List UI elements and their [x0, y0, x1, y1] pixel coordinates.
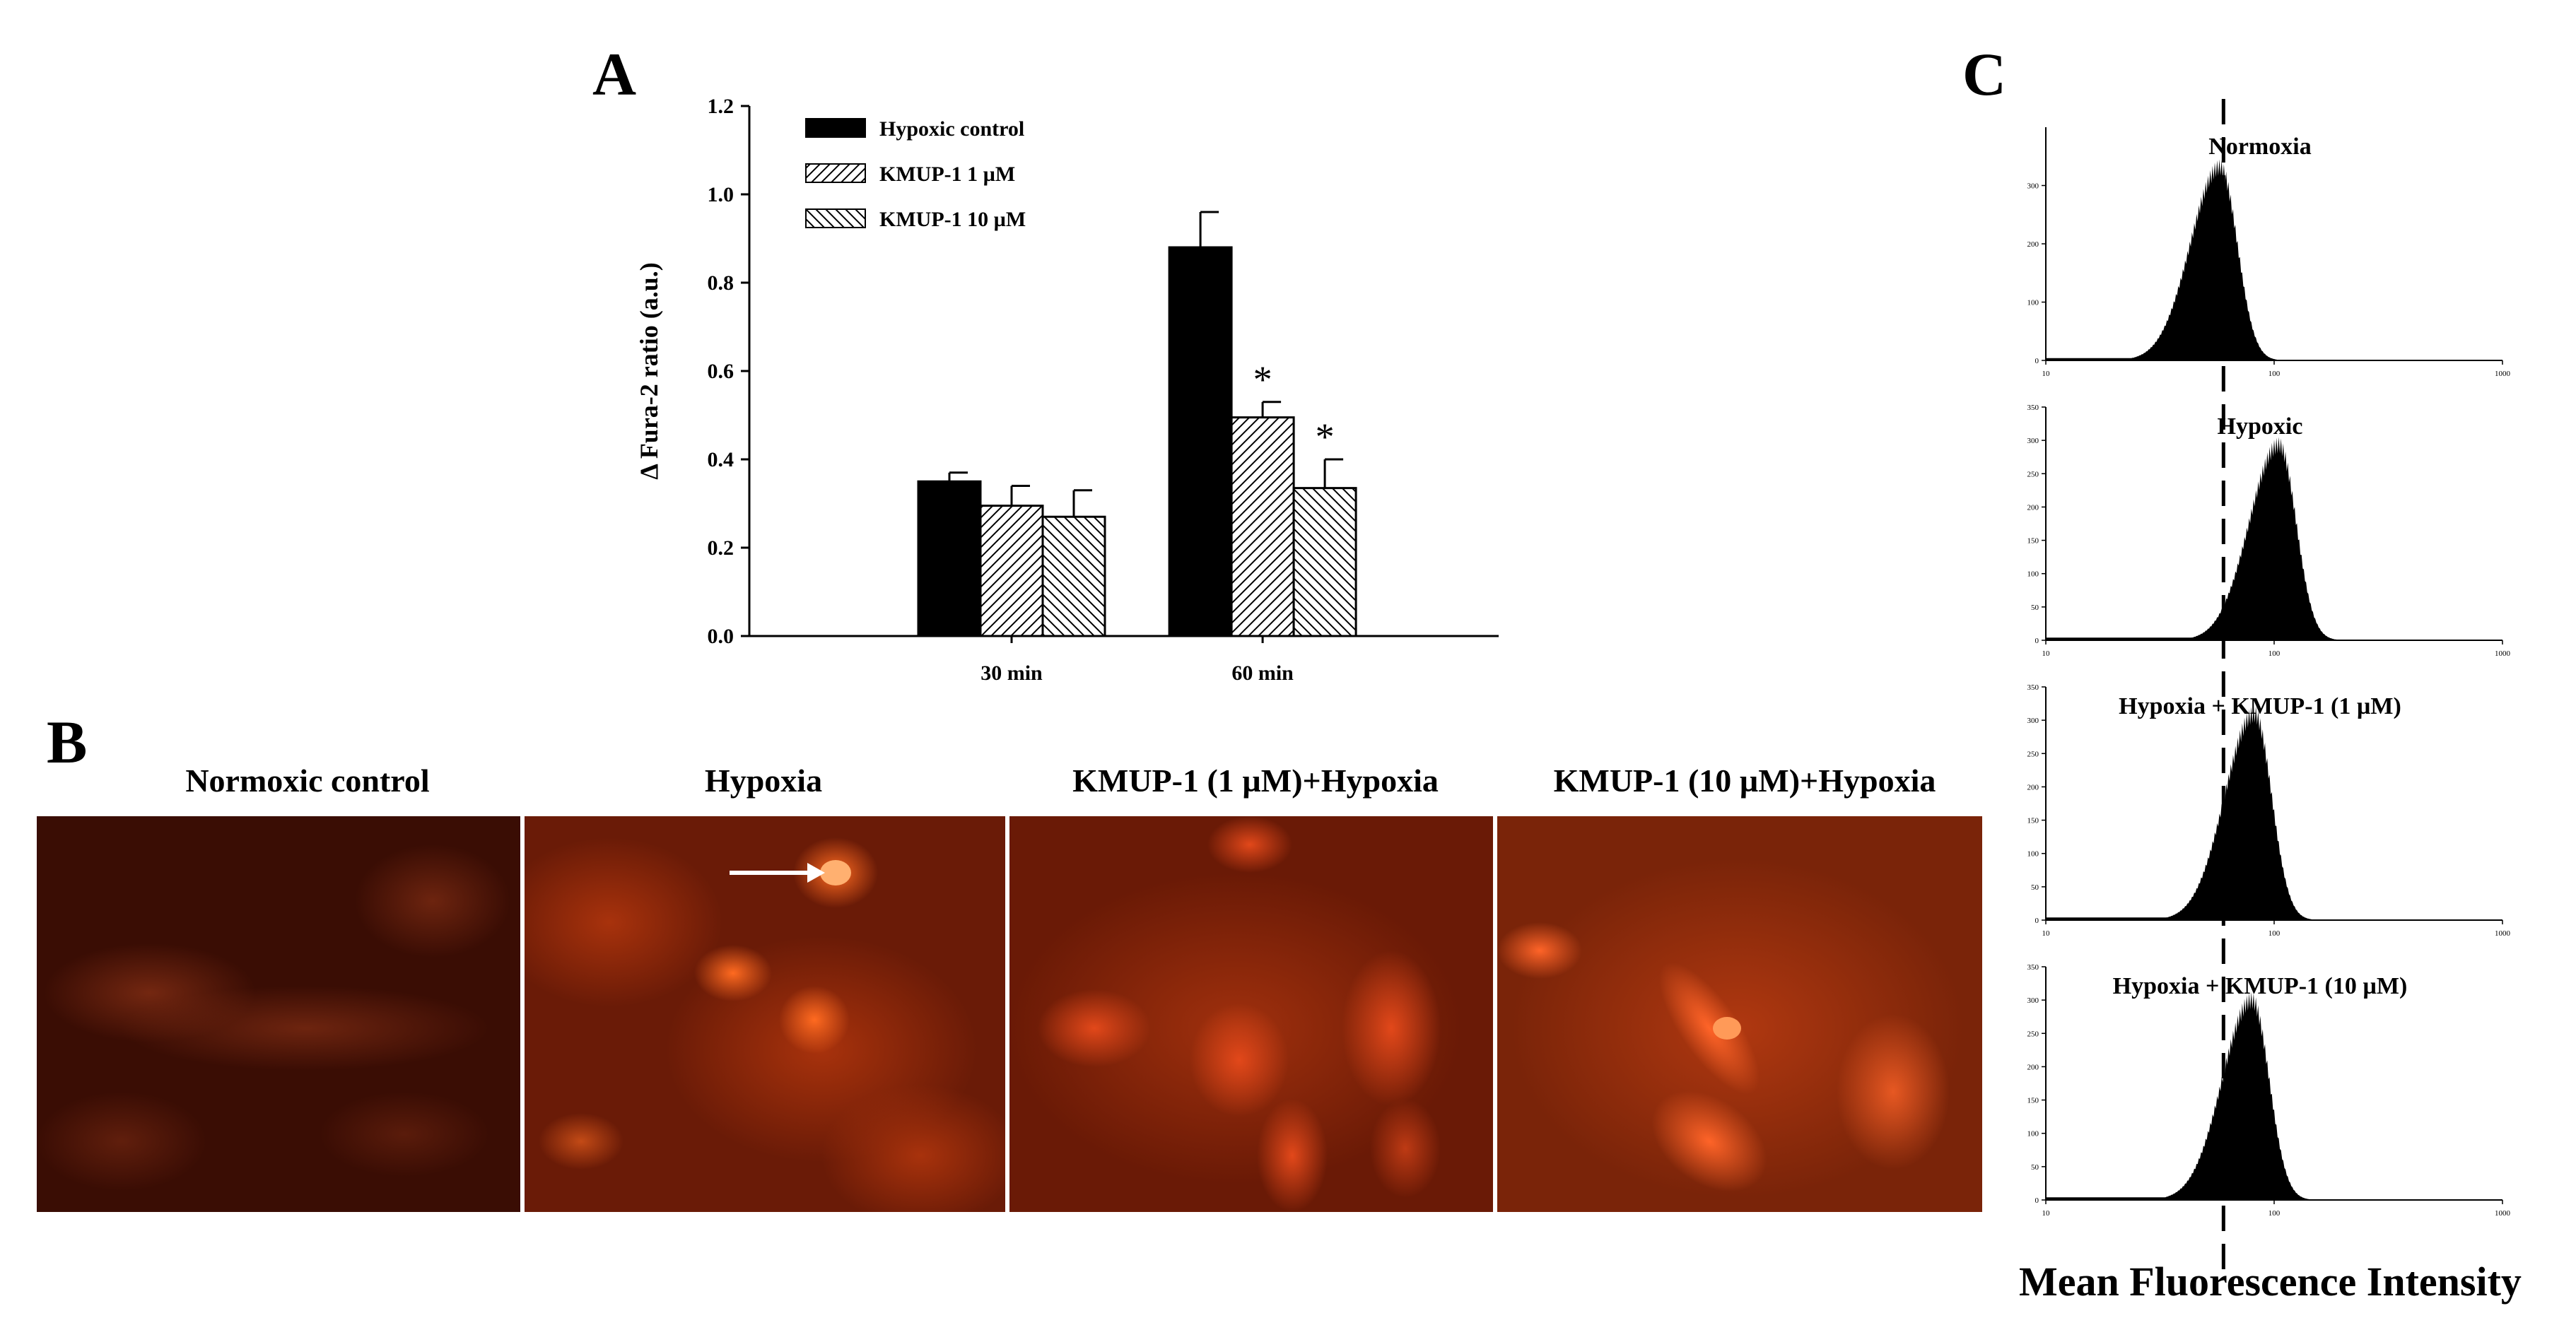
histogram-x-tick-label: 100	[2268, 1209, 2281, 1218]
histogram-y-tick-label: 200	[2027, 1063, 2039, 1071]
legend-label: KMUP-1 1 µM	[879, 163, 1015, 186]
histogram-y-tick-label: 200	[2027, 783, 2039, 791]
panel-label-c: C	[1962, 40, 2007, 108]
histogram-x-tick-label: 100	[2268, 649, 2281, 658]
histogram-y-tick-label: 0	[2035, 917, 2039, 925]
histogram-y-tick-label: 350	[2027, 404, 2039, 412]
histogram-x-tick-label: 10	[2042, 929, 2051, 938]
histogram-title: Hypoxia + KMUP-1 (1 µM)	[2119, 693, 2401, 719]
y-tick-label: 0.4	[708, 448, 734, 471]
panel-label-b: B	[47, 708, 88, 776]
histogram-y-tick-label: 50	[2031, 883, 2039, 892]
histogram-x-axis-title: Mean Fluorescence Intensity	[2019, 1259, 2522, 1305]
legend-swatch	[805, 118, 866, 138]
histogram-x-tick-label: 100	[2268, 929, 2281, 938]
histogram-y-tick-label: 0	[2035, 1196, 2039, 1205]
micrograph-normoxic-control	[37, 816, 520, 1212]
legend-swatch	[805, 208, 866, 228]
histogram-y-tick-label: 250	[2027, 1030, 2039, 1038]
histogram-y-tick-label: 200	[2027, 240, 2039, 249]
histogram-y-tick-label: 350	[2027, 963, 2039, 972]
bar	[1168, 246, 1233, 637]
legend-swatch	[805, 163, 866, 183]
histogram-x-tick-label: 10	[2042, 649, 2051, 658]
histogram-y-tick-label: 250	[2027, 470, 2039, 478]
histogram-y-tick-label: 0	[2035, 357, 2039, 365]
bar	[1041, 515, 1106, 637]
histogram-area	[2046, 705, 2502, 920]
panel-label-a: A	[592, 40, 637, 108]
bar	[979, 505, 1044, 637]
micrograph-title-normoxic: Normoxic control	[185, 763, 430, 799]
histogram-x-tick-label: 1000	[2495, 1209, 2511, 1218]
histogram-title: Normoxia	[2208, 134, 2311, 160]
bar	[917, 480, 982, 637]
micrograph-kmup1-1um	[1009, 816, 1493, 1212]
bar	[1292, 487, 1357, 637]
y-axis-title: Δ Fura-2 ratio (a.u.)	[635, 262, 663, 480]
legend-label: KMUP-1 10 µM	[879, 208, 1026, 231]
histogram-y-tick-label: 100	[2027, 1130, 2039, 1138]
micrograph-title-hypoxia: Hypoxia	[704, 763, 823, 799]
significance-mark: *	[1253, 358, 1272, 401]
histogram-y-tick-label: 300	[2027, 182, 2039, 191]
legend-label: Hypoxic control	[879, 117, 1024, 141]
histogram-title: Hypoxic	[2218, 413, 2303, 440]
histogram-y-tick-label: 50	[2031, 604, 2039, 612]
histogram-y-tick-label: 100	[2027, 850, 2039, 859]
fura2-bar-chart: 0.0 0.2 0.4 0.6 0.8 1.0 1.2 Δ Fura-2 ratio (a.u…	[635, 95, 1499, 685]
histogram-y-tick-label: 150	[2027, 537, 2039, 546]
y-tick-label: 1.2	[708, 95, 734, 118]
bar	[1230, 416, 1295, 637]
histogram-area	[2046, 159, 2502, 360]
histogram-y-tick-label: 150	[2027, 817, 2039, 825]
histogram-y-tick-label: 100	[2027, 299, 2039, 307]
histogram-x-tick-label: 10	[2042, 1209, 2051, 1218]
histogram-x-tick-label: 1000	[2495, 649, 2511, 658]
y-tick-label: 0.0	[708, 625, 734, 648]
x-tick-label: 30 min	[980, 661, 1043, 685]
histogram-y-tick-label: 0	[2035, 637, 2039, 645]
histogram-y-tick-label: 200	[2027, 503, 2039, 512]
histogram-y-tick-label: 150	[2027, 1097, 2039, 1105]
histogram-title: Hypoxia + KMUP-1 (10 µM)	[2113, 973, 2408, 999]
histogram-area	[2046, 991, 2502, 1200]
micrograph-title-kmup1-1um: KMUP-1 (1 µM)+Hypoxia	[1072, 763, 1439, 799]
histogram-x-tick-label: 1000	[2495, 370, 2511, 378]
histogram-y-tick-label: 300	[2027, 996, 2039, 1005]
histogram-y-tick-label: 350	[2027, 683, 2039, 692]
y-tick-label: 0.6	[708, 360, 734, 383]
histogram-y-tick-label: 300	[2027, 717, 2039, 725]
histogram-y-tick-label: 300	[2027, 437, 2039, 445]
micrograph-kmup1-10um	[1497, 816, 1982, 1212]
y-tick-label: 0.2	[708, 536, 734, 560]
histogram-y-tick-label: 100	[2027, 570, 2039, 579]
micrograph-title-kmup1-10um: KMUP-1 (10 µM)+Hypoxia	[1553, 763, 1936, 799]
histogram-x-tick-label: 100	[2268, 370, 2281, 378]
histogram-area	[2046, 437, 2502, 640]
x-tick-label: 60 min	[1231, 661, 1294, 685]
histogram-y-tick-label: 250	[2027, 750, 2039, 758]
histogram-y-tick-label: 50	[2031, 1163, 2039, 1172]
histogram-x-tick-label: 1000	[2495, 929, 2511, 938]
histogram-x-tick-label: 10	[2042, 370, 2051, 378]
significance-mark: *	[1316, 416, 1335, 458]
y-tick-label: 0.8	[708, 271, 734, 295]
micrograph-hypoxia	[525, 816, 1005, 1212]
y-tick-label: 1.0	[708, 183, 734, 206]
